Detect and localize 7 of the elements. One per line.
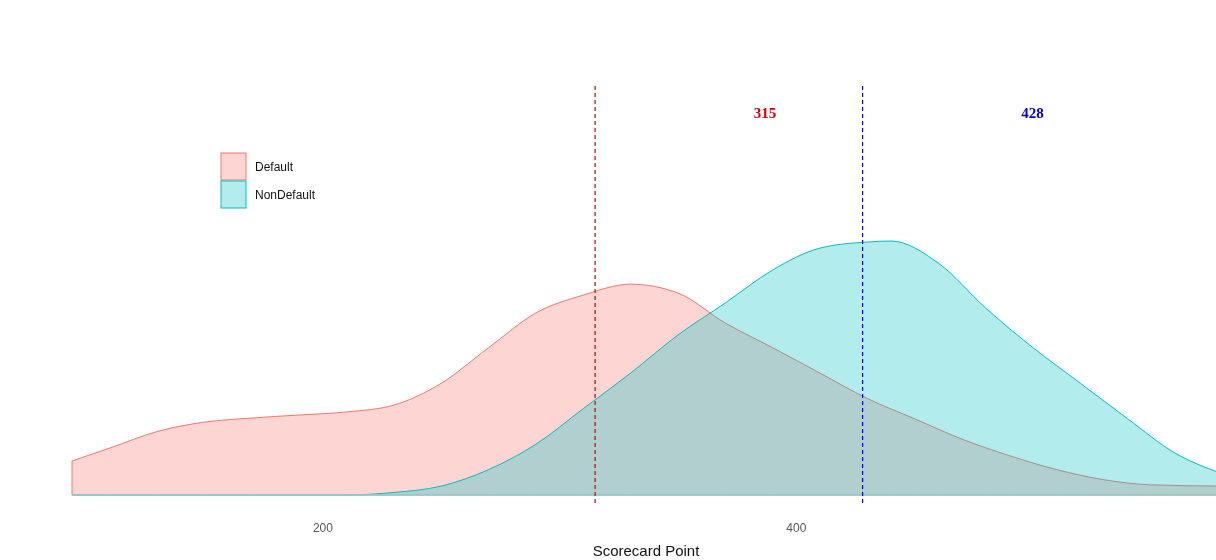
x-tick-label: 400 [786, 521, 807, 535]
ref-line-label: 428 [1021, 105, 1044, 121]
x-axis-title: Scorecard Point [592, 542, 701, 559]
legend-label: NonDefault [255, 188, 316, 202]
legend-label: Default [255, 160, 294, 174]
ref-line-label: 315 [753, 105, 777, 121]
x-tick-label: 200 [312, 521, 334, 535]
